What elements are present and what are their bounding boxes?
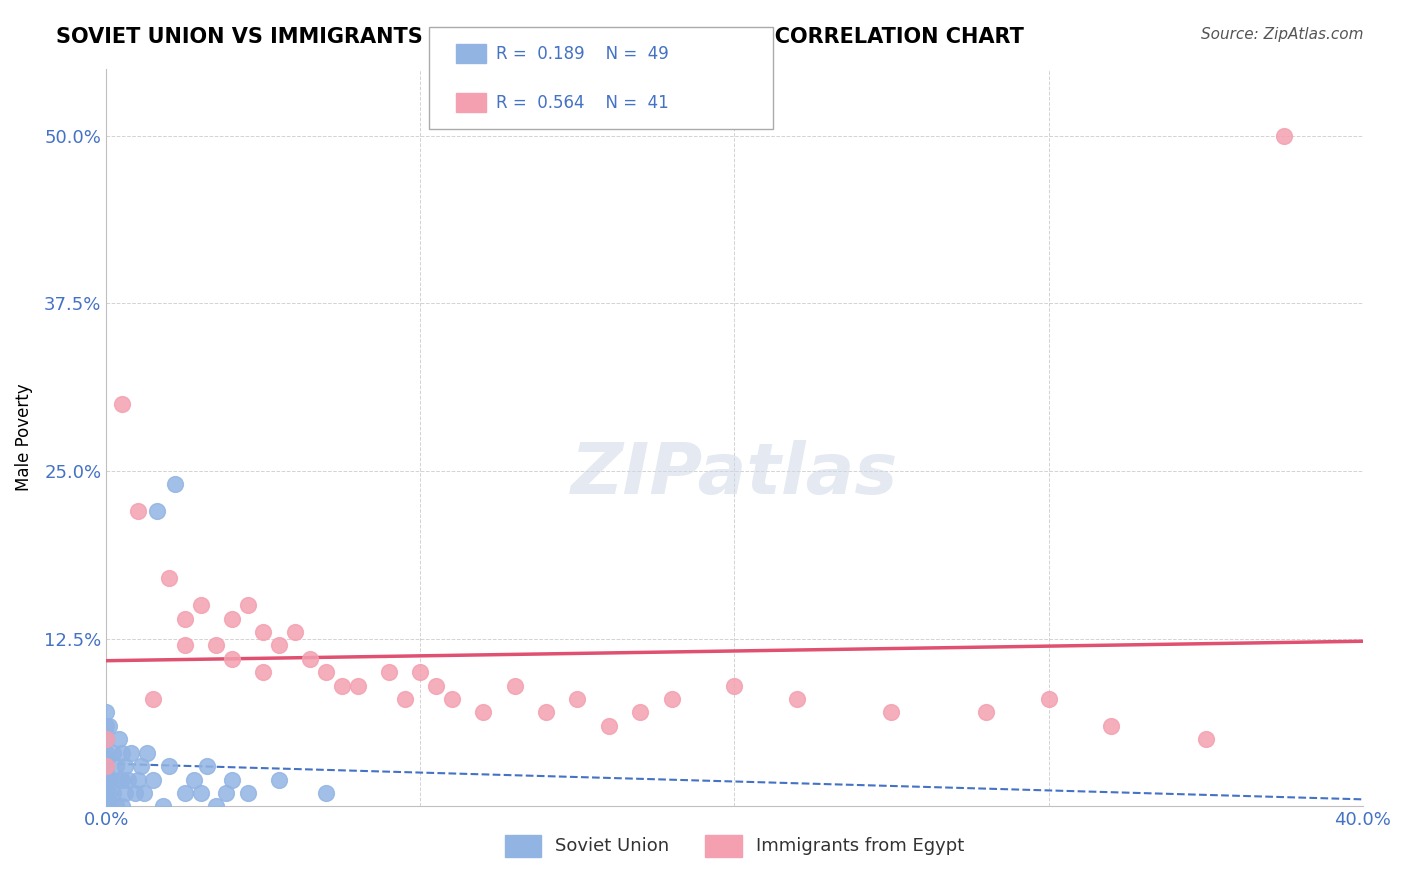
Point xyxy=(503,679,526,693)
Text: R =  0.564    N =  41: R = 0.564 N = 41 xyxy=(496,94,669,112)
Point xyxy=(157,571,180,585)
Point xyxy=(165,477,187,491)
Point xyxy=(974,706,997,720)
Point xyxy=(145,504,167,518)
Point xyxy=(183,772,205,787)
Point xyxy=(104,759,127,773)
Point xyxy=(346,679,368,693)
Point xyxy=(1038,692,1060,706)
Point xyxy=(315,665,337,680)
Point xyxy=(108,732,131,747)
Legend: Soviet Union, Immigrants from Egypt: Soviet Union, Immigrants from Egypt xyxy=(498,827,972,863)
Point xyxy=(534,706,557,720)
Point xyxy=(378,665,401,680)
Point xyxy=(252,665,274,680)
Text: Source: ZipAtlas.com: Source: ZipAtlas.com xyxy=(1201,27,1364,42)
Point xyxy=(315,786,337,800)
Point xyxy=(96,772,118,787)
Point xyxy=(567,692,589,706)
Point xyxy=(394,692,416,706)
Point xyxy=(129,759,152,773)
Point xyxy=(132,786,155,800)
Point xyxy=(195,759,218,773)
Point xyxy=(252,624,274,639)
Point xyxy=(205,799,228,814)
Point xyxy=(425,679,447,693)
Point xyxy=(786,692,808,706)
Point xyxy=(628,706,651,720)
Point xyxy=(142,772,165,787)
Point xyxy=(96,765,118,780)
Point xyxy=(108,772,131,787)
Point xyxy=(114,786,136,800)
Point xyxy=(111,746,134,760)
Point xyxy=(409,665,432,680)
Point xyxy=(190,598,212,612)
Point xyxy=(236,598,259,612)
Point xyxy=(299,652,322,666)
Point xyxy=(96,759,118,773)
Point xyxy=(111,397,134,411)
Point xyxy=(101,786,124,800)
Point xyxy=(96,732,118,747)
Point xyxy=(111,772,134,787)
Point xyxy=(96,706,118,720)
Point xyxy=(98,786,121,800)
Point xyxy=(236,786,259,800)
Y-axis label: Male Poverty: Male Poverty xyxy=(15,384,32,491)
Point xyxy=(284,624,307,639)
Point xyxy=(472,706,495,720)
Point xyxy=(330,679,353,693)
Point xyxy=(661,692,683,706)
Point xyxy=(96,759,118,773)
Point xyxy=(152,799,174,814)
Text: SOVIET UNION VS IMMIGRANTS FROM EGYPT MALE POVERTY CORRELATION CHART: SOVIET UNION VS IMMIGRANTS FROM EGYPT MA… xyxy=(56,27,1024,46)
Point xyxy=(136,746,159,760)
Point xyxy=(880,706,903,720)
Point xyxy=(124,786,146,800)
Point xyxy=(111,799,134,814)
Point xyxy=(173,639,195,653)
Point xyxy=(104,799,127,814)
Point xyxy=(96,779,118,793)
Point xyxy=(96,732,118,747)
Point xyxy=(1272,128,1295,143)
Point xyxy=(598,719,620,733)
Text: ZIPatlas: ZIPatlas xyxy=(571,440,898,508)
Point xyxy=(117,772,139,787)
Point xyxy=(440,692,463,706)
Point xyxy=(96,792,118,806)
Point xyxy=(221,652,243,666)
Point xyxy=(267,772,290,787)
Point xyxy=(127,772,149,787)
Point xyxy=(157,759,180,773)
Point xyxy=(96,786,118,800)
Point xyxy=(173,786,195,800)
Point xyxy=(215,786,238,800)
Point xyxy=(127,504,149,518)
Point xyxy=(121,746,143,760)
Point xyxy=(173,611,195,625)
Point xyxy=(98,799,121,814)
Point xyxy=(205,639,228,653)
Point xyxy=(221,611,243,625)
Point xyxy=(98,719,121,733)
Point xyxy=(98,772,121,787)
Point xyxy=(114,759,136,773)
Text: R =  0.189    N =  49: R = 0.189 N = 49 xyxy=(496,45,669,62)
Point xyxy=(142,692,165,706)
Point xyxy=(1194,732,1216,747)
Point xyxy=(1099,719,1122,733)
Point xyxy=(96,746,118,760)
Point xyxy=(101,746,124,760)
Point xyxy=(723,679,745,693)
Point xyxy=(190,786,212,800)
Point xyxy=(96,719,118,733)
Point xyxy=(96,752,118,766)
Point xyxy=(96,799,118,814)
Point xyxy=(267,639,290,653)
Point xyxy=(221,772,243,787)
